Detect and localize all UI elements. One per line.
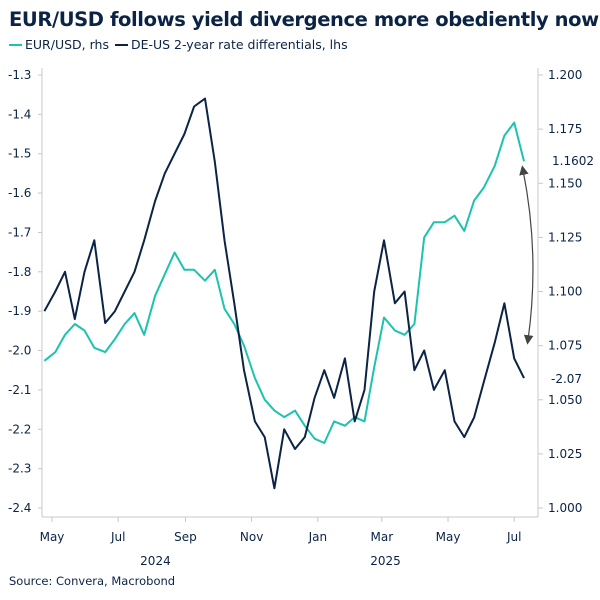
right-tick-label: 1.125 [548, 230, 582, 244]
year-label: 2024 [140, 554, 171, 568]
left-tick-label: -2.0 [8, 344, 31, 358]
left-tick-label: -1.5 [8, 147, 31, 161]
x-tick-label: Jul [506, 530, 521, 544]
left-tick-label: -1.7 [8, 225, 31, 239]
source-note: Source: Convera, Macrobond [9, 574, 176, 588]
year-label: 2025 [370, 554, 401, 568]
x-tick-label: Sep [174, 530, 197, 544]
legend-label-differential: DE-US 2-year rate differentials, lhs [130, 37, 348, 52]
x-tick-label: May [436, 530, 461, 544]
left-tick-label: -2.1 [8, 383, 31, 397]
left-tick-label: -1.3 [8, 68, 31, 82]
x-tick-label: Jan [308, 530, 328, 544]
left-tick-label: -1.4 [8, 107, 31, 121]
legend-swatch-eurusd [9, 43, 22, 46]
x-tick-label: Mar [371, 530, 394, 544]
right-tick-label: 1.150 [548, 176, 582, 190]
right-tick-label: 1.100 [548, 285, 582, 299]
right-tick-label: 1.075 [548, 339, 582, 353]
left-tick-label: -1.8 [8, 265, 31, 279]
x-tick-label: Nov [240, 530, 263, 544]
end-label-differential: -2.07 [551, 372, 582, 386]
x-tick-label: Jul [110, 530, 125, 544]
right-tick-label: 1.000 [548, 501, 582, 515]
series-line-differential [43, 97, 525, 490]
left-tick-label: -1.6 [8, 186, 31, 200]
left-tick-label: -2.2 [8, 422, 31, 436]
right-tick-label: 1.050 [548, 393, 582, 407]
end-label-eurusd: 1.1602 [552, 154, 594, 168]
series-line-eurusd [43, 121, 525, 444]
right-tick-label: 1.200 [548, 68, 582, 82]
right-tick-label: 1.025 [548, 447, 582, 461]
legend-swatch-differential [114, 43, 128, 46]
double-arrow-icon [519, 165, 534, 345]
left-tick-label: -2.3 [8, 462, 31, 476]
legend-label-eurusd: EUR/USD, rhs [25, 37, 109, 52]
right-tick-label: 1.175 [548, 122, 582, 136]
chart-title: EUR/USD follows yield divergence more ob… [9, 8, 599, 31]
x-tick-label: May [40, 530, 65, 544]
left-tick-label: -2.4 [8, 501, 31, 515]
left-tick-label: -1.9 [8, 304, 31, 318]
legend: EUR/USD, rhs DE-US 2-year rate different… [9, 37, 348, 52]
